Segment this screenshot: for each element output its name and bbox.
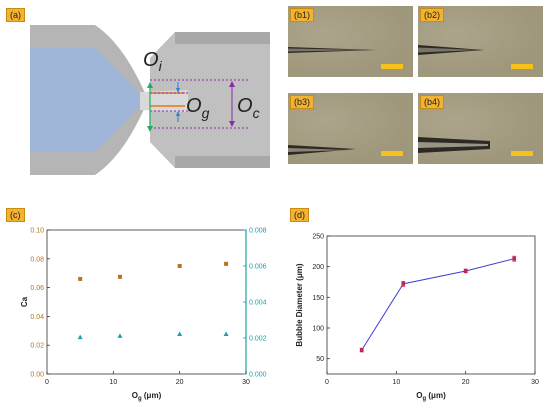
diameter-point (463, 269, 468, 273)
x-tick-label: 20 (176, 379, 184, 386)
chart-c-ca-we: 0 10 20 30 0.00 0.02 0.04 0.06 0.08 0.10 0.000 0.00… (20, 228, 267, 403)
plot-frame (326, 235, 536, 375)
x-tick-label: 10 (109, 379, 117, 386)
x-tick-label: 20 (462, 379, 470, 386)
panel-a-tag: (a) (6, 8, 25, 22)
x-tick-label: 0 (325, 379, 329, 386)
y-tick-label: 0.06 (30, 285, 44, 292)
panel-b1-tag: (b1) (290, 8, 315, 22)
x-axis-label: Og (μm) (416, 391, 446, 402)
diameter-point (401, 282, 406, 286)
ca-point (78, 276, 83, 281)
panel-b4-tag: (b4) (420, 95, 445, 109)
outlet-bottom-band (175, 156, 270, 168)
y2-tick-label: 0.000 (249, 372, 267, 379)
oc-label: Oc (237, 95, 260, 121)
y-tick-label: 50 (316, 356, 324, 363)
we-point (117, 333, 123, 338)
panel-b2-tag: (b2) (420, 8, 445, 22)
y2-tick-label: 0.006 (249, 264, 267, 271)
x-tick-label: 30 (531, 379, 539, 386)
plot-frame (46, 229, 247, 375)
inner-capillary (30, 48, 145, 152)
y-tick-label: 250 (312, 234, 324, 241)
diameter-point (359, 348, 364, 352)
ca-point (177, 264, 182, 268)
ca-point (224, 261, 229, 266)
we-point (77, 334, 83, 340)
ca-point (117, 274, 122, 279)
we-point (177, 331, 183, 337)
scale-bar (511, 64, 533, 69)
scale-bar (381, 151, 403, 156)
og-label: Og (186, 95, 210, 121)
y-tick-label: 0.04 (30, 314, 44, 321)
y-axis-label: Bubble Diameter (μm) (295, 263, 304, 346)
y-tick-label: 200 (312, 264, 324, 271)
x-tick-label: 30 (242, 379, 250, 386)
scale-bar (381, 64, 403, 69)
y-axis-label: Ca (20, 296, 29, 307)
scale-bar (511, 151, 533, 156)
y2-tick-label: 0.004 (249, 300, 267, 307)
chart-d-bubble-diameter: 0 10 20 30 50 100 150 200 250 Og (μm) Bubble Diame… (295, 234, 539, 403)
outlet-top-band (175, 32, 270, 44)
diameter-line (361, 258, 515, 351)
y-tick-label: 150 (312, 295, 324, 302)
panel-b3-tag: (b3) (290, 95, 315, 109)
x-axis-label: Og (μm) (132, 391, 162, 402)
y-tick-label: 0.10 (30, 228, 44, 235)
y-tick-label: 0.02 (30, 343, 44, 350)
x-tick-label: 0 (45, 379, 49, 386)
oi-label: Oi (143, 49, 163, 74)
y2-tick-label: 0.008 (249, 228, 267, 235)
y-tick-label: 100 (312, 326, 324, 333)
panel-d-tag: (d) (290, 208, 309, 222)
y-tick-label: 0.00 (30, 372, 44, 379)
outlet-outer-wall (150, 32, 270, 168)
diameter-point (512, 256, 516, 261)
y-tick-label: 0.08 (30, 256, 44, 263)
we-point (223, 331, 229, 337)
device-schematic: Oi Og Oc (30, 25, 270, 175)
y2-tick-label: 0.002 (249, 336, 267, 343)
x-tick-label: 10 (392, 379, 400, 386)
panel-c-tag: (c) (6, 208, 25, 222)
